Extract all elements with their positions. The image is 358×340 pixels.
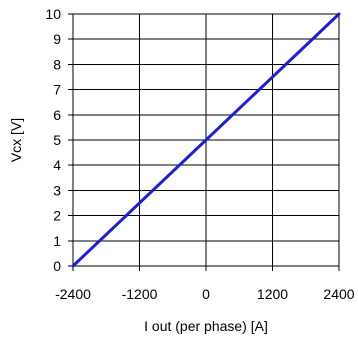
y-tick-label: 6 — [53, 107, 61, 123]
x-tick-label: -1200 — [122, 286, 158, 302]
x-axis-tick-labels: -2400 -1200 0 1200 2400 — [55, 286, 355, 302]
x-tick-label: 0 — [202, 286, 210, 302]
y-axis-title: Vcx [V] — [8, 118, 24, 162]
y-tick-label: 8 — [53, 56, 61, 72]
y-tick-label: 5 — [53, 132, 61, 148]
y-tick-label: 2 — [53, 208, 61, 224]
y-tick-label: 7 — [53, 82, 61, 98]
y-tick-label: 4 — [53, 157, 61, 173]
y-tick-label: 0 — [53, 258, 61, 274]
series-layer — [71, 12, 341, 268]
x-axis-title: I out (per phase) [A] — [144, 318, 268, 334]
y-tick-label: 10 — [45, 6, 61, 22]
x-tick-label: 1200 — [257, 286, 288, 302]
y-axis-tick-labels: 0 1 2 3 4 5 6 7 8 9 10 — [45, 6, 61, 274]
y-tick-label: 1 — [53, 233, 61, 249]
x-tick-label: -2400 — [55, 286, 91, 302]
y-tick-label: 9 — [53, 31, 61, 47]
x-tick-label: 2400 — [323, 286, 354, 302]
y-tick-label: 3 — [53, 182, 61, 198]
series-line — [71, 12, 341, 268]
